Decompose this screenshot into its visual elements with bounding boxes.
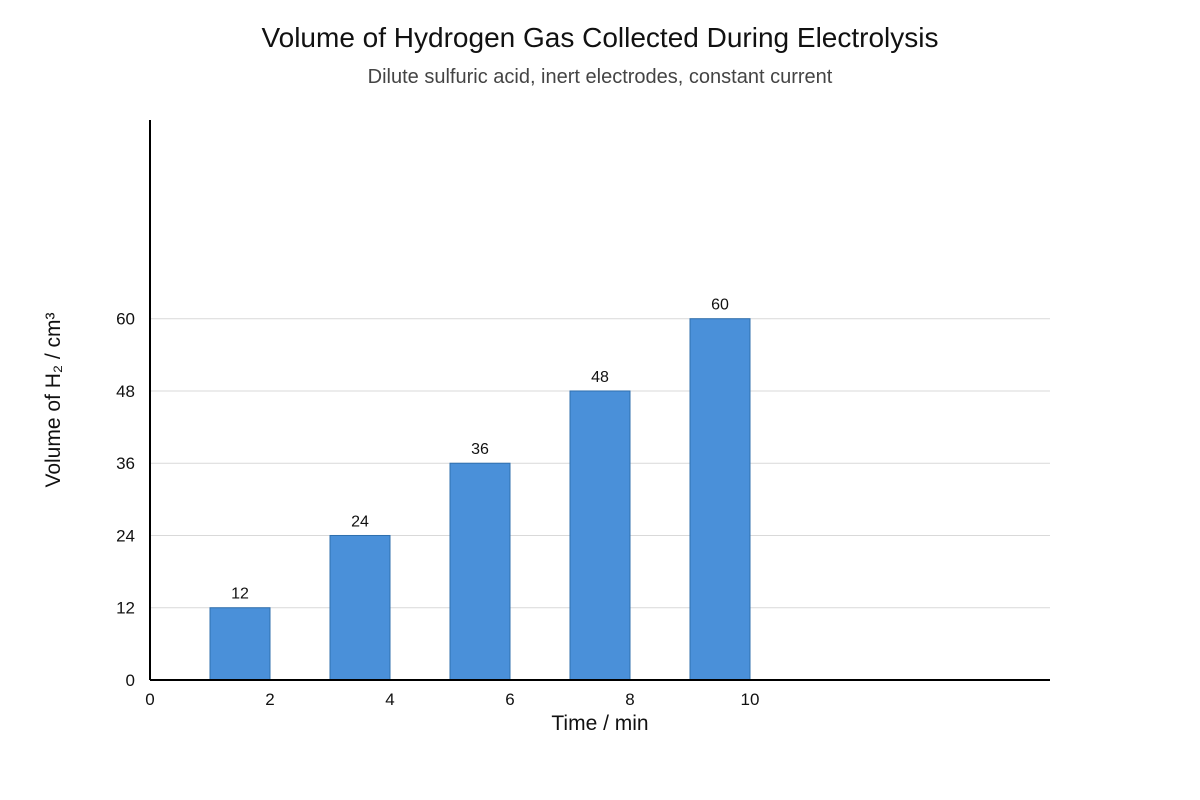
bars bbox=[209, 318, 751, 681]
bar bbox=[209, 607, 271, 681]
chart-title: Volume of Hydrogen Gas Collected During … bbox=[261, 22, 939, 53]
data-labels: 12 24 36 48 60 bbox=[231, 297, 729, 603]
chart-subtitle: Dilute sulfuric acid, inert electrodes, … bbox=[367, 66, 833, 88]
x-tick-label: 6 bbox=[505, 690, 514, 709]
y-tick-label: 60 bbox=[116, 310, 135, 329]
bar bbox=[329, 534, 391, 681]
y-tick-label: 12 bbox=[116, 599, 135, 618]
data-label: 60 bbox=[711, 297, 729, 314]
y-axis-title: Volume of H₂ / cm³ bbox=[42, 312, 65, 487]
x-tick-label: 8 bbox=[625, 690, 634, 709]
x-tick-label: 10 bbox=[741, 690, 760, 709]
y-tick-label: 36 bbox=[116, 454, 135, 473]
x-tick-label: 0 bbox=[145, 690, 154, 709]
data-label: 36 bbox=[471, 441, 489, 458]
x-tick-label: 2 bbox=[265, 690, 274, 709]
bar bbox=[689, 318, 751, 681]
data-label: 12 bbox=[231, 586, 249, 603]
bar bbox=[449, 462, 511, 681]
y-tick-label: 48 bbox=[116, 382, 135, 401]
x-axis-title: Time / min bbox=[551, 712, 648, 735]
x-tick-label: 4 bbox=[385, 690, 394, 709]
y-tick-label: 24 bbox=[116, 526, 135, 545]
axes bbox=[149, 120, 1050, 681]
data-label: 24 bbox=[351, 513, 369, 530]
y-tick-label: 0 bbox=[126, 671, 135, 690]
bar bbox=[569, 390, 631, 681]
data-label: 48 bbox=[591, 369, 609, 386]
